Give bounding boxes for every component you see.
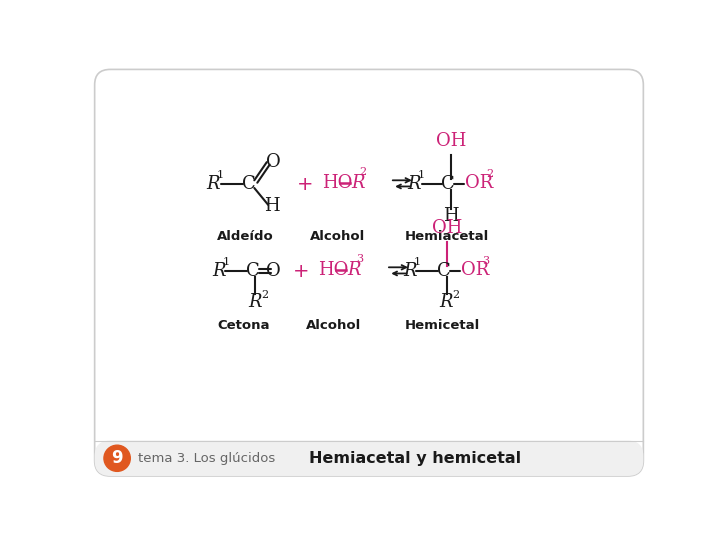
Text: 2: 2 bbox=[453, 289, 460, 300]
Text: 3: 3 bbox=[356, 254, 363, 264]
Text: 2: 2 bbox=[360, 167, 366, 177]
Text: R: R bbox=[440, 293, 454, 311]
Text: OH: OH bbox=[436, 132, 467, 150]
Text: 1: 1 bbox=[222, 256, 230, 267]
Text: Alcohol: Alcohol bbox=[310, 230, 365, 243]
Text: +: + bbox=[292, 262, 309, 281]
Text: R: R bbox=[403, 262, 417, 280]
Text: O: O bbox=[266, 153, 280, 171]
Text: R: R bbox=[212, 262, 225, 280]
Text: 2: 2 bbox=[486, 169, 493, 179]
FancyBboxPatch shape bbox=[94, 441, 644, 476]
Text: O: O bbox=[266, 262, 280, 280]
Text: 1: 1 bbox=[217, 170, 224, 179]
Text: tema 3. Los glúcidos: tema 3. Los glúcidos bbox=[138, 452, 275, 465]
Text: OR: OR bbox=[465, 174, 493, 192]
Text: R: R bbox=[347, 261, 361, 279]
Text: Aldeído: Aldeído bbox=[217, 230, 274, 243]
Text: Hemicetal: Hemicetal bbox=[405, 319, 480, 332]
Text: Cetona: Cetona bbox=[217, 319, 270, 332]
Text: +: + bbox=[297, 174, 313, 194]
Text: 2: 2 bbox=[261, 289, 269, 300]
Text: C: C bbox=[246, 262, 260, 280]
Text: C: C bbox=[437, 262, 451, 280]
Text: R: R bbox=[248, 293, 262, 311]
Text: OH: OH bbox=[432, 219, 462, 237]
Text: HO: HO bbox=[322, 174, 352, 192]
Text: H: H bbox=[444, 207, 459, 226]
Text: HO: HO bbox=[318, 261, 348, 279]
Text: C: C bbox=[242, 175, 256, 193]
Text: 9: 9 bbox=[112, 449, 123, 467]
Text: C: C bbox=[441, 175, 455, 193]
Circle shape bbox=[104, 445, 130, 471]
Text: R: R bbox=[408, 175, 420, 193]
Text: 1: 1 bbox=[414, 256, 421, 267]
Text: Hemiacetal y hemicetal: Hemiacetal y hemicetal bbox=[310, 451, 521, 466]
Text: 1: 1 bbox=[418, 170, 425, 179]
Text: OR: OR bbox=[462, 261, 490, 279]
Text: Hemiacetal: Hemiacetal bbox=[405, 230, 489, 243]
Text: R: R bbox=[351, 174, 364, 192]
Text: Alcohol: Alcohol bbox=[306, 319, 361, 332]
Text: R: R bbox=[207, 175, 220, 193]
FancyBboxPatch shape bbox=[94, 70, 644, 476]
Text: H: H bbox=[264, 198, 280, 215]
Text: 3: 3 bbox=[482, 256, 490, 266]
